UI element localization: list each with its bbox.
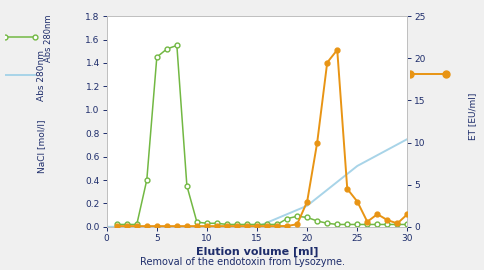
Text: NaCl [mol/l]: NaCl [mol/l] bbox=[37, 119, 45, 173]
Text: Removal of the endotoxin from Lysozyme.: Removal of the endotoxin from Lysozyme. bbox=[140, 257, 344, 267]
Text: ET [EU/ml]: ET [EU/ml] bbox=[468, 92, 476, 140]
Text: Abs 280nm: Abs 280nm bbox=[37, 50, 45, 101]
Text: Abs 280nm: Abs 280nm bbox=[44, 14, 53, 62]
X-axis label: Elution volume [ml]: Elution volume [ml] bbox=[196, 247, 318, 257]
